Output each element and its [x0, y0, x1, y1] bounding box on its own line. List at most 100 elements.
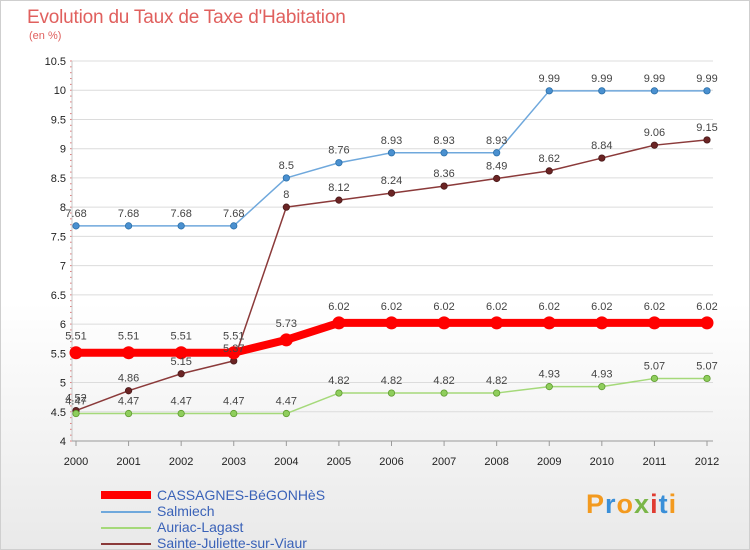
- data-label: 6.02: [433, 301, 454, 313]
- y-tick-label: 10: [54, 85, 66, 97]
- data-label: 5.15: [170, 356, 191, 368]
- data-point: [703, 87, 711, 95]
- data-label: 9.15: [696, 122, 717, 134]
- data-label: 6.02: [486, 301, 507, 313]
- y-tick-label: 7: [60, 261, 66, 273]
- data-point: [598, 87, 606, 95]
- data-label: 5.51: [223, 331, 244, 343]
- data-point: [703, 136, 711, 144]
- data-point: [700, 316, 714, 330]
- data-point: [122, 346, 136, 360]
- legend-swatch: [101, 527, 151, 529]
- data-label: 8.76: [328, 145, 349, 157]
- data-label: 4.47: [118, 396, 139, 408]
- data-point: [493, 149, 501, 157]
- data-point: [545, 87, 553, 95]
- data-point: [440, 149, 448, 157]
- data-point: [177, 222, 185, 230]
- x-tick-label: 2000: [64, 456, 88, 468]
- data-point: [493, 389, 501, 397]
- y-tick-label: 4.5: [51, 407, 66, 419]
- data-point: [440, 182, 448, 190]
- chart-title: Evolution du Taux de Taxe d'Habitation: [27, 7, 346, 28]
- logo-letter: o: [616, 489, 635, 519]
- legend-label: Salmiech: [157, 503, 215, 519]
- data-label: 8.93: [381, 135, 402, 147]
- series-line-1: [75, 90, 708, 227]
- data-label: 5.07: [696, 360, 717, 372]
- legend-label: Auriac-Lagast: [157, 519, 244, 535]
- data-label: 6.02: [539, 301, 560, 313]
- data-point: [545, 167, 553, 175]
- x-tick-label: 2007: [432, 456, 456, 468]
- data-point: [493, 174, 501, 183]
- data-point: [595, 316, 609, 330]
- data-point: [387, 189, 396, 197]
- y-tick-label: 5: [60, 378, 66, 390]
- x-tick-label: 2009: [537, 456, 561, 468]
- data-label: 7.68: [65, 208, 86, 220]
- data-label: 5.37: [223, 343, 244, 355]
- data-label: 8.12: [328, 182, 349, 194]
- y-tick-label: 6.5: [51, 290, 66, 302]
- data-point: [650, 141, 659, 149]
- data-label: 8: [283, 189, 289, 201]
- data-label: 4.93: [591, 369, 612, 381]
- data-label: 5.51: [118, 331, 139, 343]
- data-label: 6.02: [644, 301, 665, 313]
- logo-letter: r: [605, 489, 617, 519]
- data-point: [385, 316, 398, 330]
- data-label: 4.86: [118, 373, 139, 385]
- data-point: [230, 222, 238, 230]
- logo-letter: t: [658, 489, 669, 519]
- data-label: 5.51: [65, 331, 86, 343]
- data-label: 4.82: [486, 375, 507, 387]
- y-tick-label: 7.5: [51, 231, 66, 243]
- x-tick-label: 2011: [643, 456, 667, 468]
- data-point: [598, 383, 606, 391]
- data-point: [282, 174, 290, 182]
- data-label: 7.68: [170, 208, 191, 220]
- data-label: 5.73: [276, 318, 297, 330]
- data-label: 9.99: [539, 73, 560, 85]
- data-point: [490, 316, 504, 330]
- data-label: 8.36: [433, 168, 454, 180]
- data-point: [279, 333, 293, 347]
- data-label: 9.06: [644, 127, 665, 139]
- data-point: [335, 159, 343, 167]
- y-tick-label: 9: [60, 144, 66, 156]
- data-point: [282, 409, 290, 418]
- data-point: [282, 203, 290, 211]
- x-tick-label: 2002: [169, 456, 193, 468]
- data-point: [335, 389, 343, 397]
- data-label: 4.47: [223, 396, 244, 408]
- logo-letter: i: [668, 489, 678, 519]
- x-tick-label: 2012: [695, 456, 719, 468]
- legend-swatch: [101, 511, 151, 513]
- data-label: 4.82: [433, 375, 454, 387]
- data-point: [227, 346, 241, 360]
- data-point: [440, 389, 448, 397]
- data-point: [174, 346, 188, 360]
- y-tick-label: 8: [60, 202, 66, 214]
- x-tick-label: 2003: [222, 456, 246, 468]
- y-tick-label: 5.5: [51, 348, 66, 360]
- x-tick-label: 2008: [484, 456, 508, 468]
- data-label: 8.93: [486, 135, 507, 147]
- data-point: [542, 316, 556, 330]
- data-point: [437, 316, 451, 330]
- data-label: 8.5: [279, 160, 294, 172]
- data-label: 4.82: [381, 375, 402, 387]
- data-label: 9.99: [591, 73, 612, 85]
- data-point: [177, 370, 185, 378]
- data-label: 7.68: [223, 208, 244, 220]
- data-label: 4.82: [328, 375, 349, 387]
- x-tick-label: 2010: [590, 456, 614, 468]
- data-label: 6.02: [591, 301, 612, 313]
- data-point: [650, 87, 659, 95]
- data-label: 8.62: [539, 153, 560, 165]
- data-label: 8.24: [381, 175, 402, 187]
- data-label: 4.52: [65, 393, 86, 405]
